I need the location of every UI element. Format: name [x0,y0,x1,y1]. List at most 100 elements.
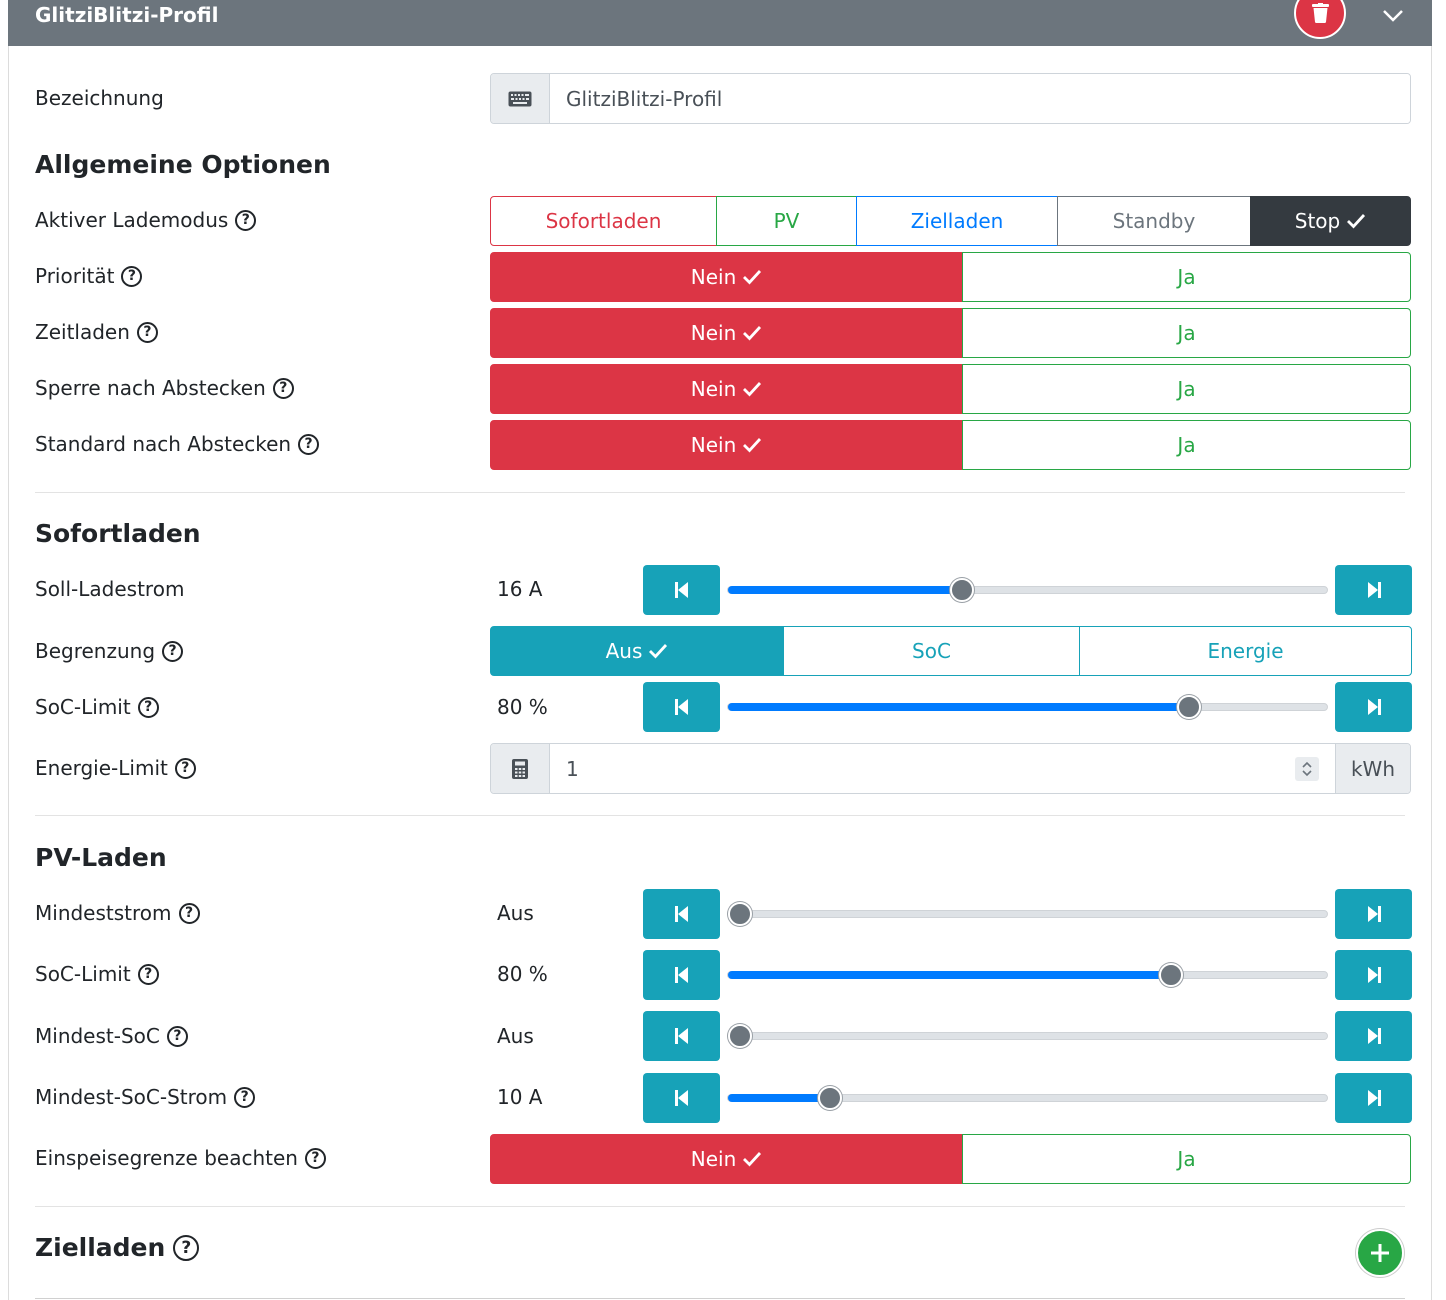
card-header[interactable]: GlitziBlitzi-Profil [8,0,1432,46]
sperre-nein-button[interactable]: Nein [490,364,963,414]
help-icon[interactable]: ? [235,209,257,231]
soc-limit-value: 80 % [497,695,548,719]
decrease-button[interactable] [643,565,720,615]
step-backward-icon [674,906,688,922]
bezeichnung-input[interactable]: GlitziBlitzi-Profil [550,74,1410,123]
mindest-soc-strom-label: Mindest-SoC-Strom? [35,1085,256,1109]
increase-button[interactable] [1335,682,1412,732]
einspeise-nein-button[interactable]: Nein [490,1134,963,1184]
begrenzung-label: Begrenzung? [35,639,184,663]
section-allgemeine-optionen: Allgemeine Optionen [35,150,331,179]
help-icon[interactable]: ? [304,1147,326,1169]
help-icon[interactable]: ? [162,640,184,662]
soc-limit-slider[interactable] [727,695,1328,719]
bezeichnung-label: Bezeichnung [35,86,164,110]
mindeststrom-slider[interactable] [727,902,1328,926]
sperre-label: Sperre nach Abstecken? [35,376,294,400]
begrenzung-energie-button[interactable]: Energie [1079,626,1412,676]
mode-standby-button[interactable]: Standby [1057,196,1251,246]
increase-button[interactable] [1335,889,1412,939]
mode-sofortladen-button[interactable]: Sofortladen [490,196,717,246]
zeitladen-ja-button[interactable]: Ja [962,308,1411,358]
standard-label: Standard nach Abstecken? [35,432,320,456]
soll-ladestrom-slider[interactable] [727,578,1328,602]
begrenzung-aus-button[interactable]: Aus [490,626,784,676]
zeitladen-nein-button[interactable]: Nein [490,308,963,358]
decrease-button[interactable] [643,950,720,1000]
help-icon[interactable]: ? [178,902,200,924]
slider-thumb[interactable] [817,1086,842,1110]
increase-button[interactable] [1335,950,1412,1000]
collapse-button[interactable] [1378,3,1408,29]
help-icon[interactable]: ? [234,1086,256,1108]
slider-thumb[interactable] [1159,963,1184,987]
number-spinner[interactable] [1295,756,1319,781]
lademodus-label-text: Aktiver Lademodus [35,208,229,232]
prioritaet-nein-button[interactable]: Nein [490,252,963,302]
standard-ja-button[interactable]: Ja [962,420,1411,470]
begrenzung-soc-button[interactable]: SoC [783,626,1080,676]
help-icon[interactable]: ? [173,1234,200,1261]
mode-zielladen-button[interactable]: Zielladen [856,196,1058,246]
divider [35,492,1405,493]
prioritaet-ja-button[interactable]: Ja [962,252,1411,302]
increase-button[interactable] [1335,1073,1412,1123]
begrenzung-label-text: Begrenzung [35,639,156,663]
mode-stop-button[interactable]: Stop [1250,196,1411,246]
section-pv-laden: PV-Laden [35,843,167,872]
mindest-soc-label-text: Mindest-SoC [35,1024,160,1048]
mindest-soc-strom-label-text: Mindest-SoC-Strom [35,1085,228,1109]
step-forward-icon [1367,699,1381,715]
sperre-toggle: Nein Ja [490,364,1411,414]
slider-thumb[interactable] [728,1024,752,1048]
pv-soc-limit-label-text: SoC-Limit [35,962,131,986]
help-icon[interactable]: ? [166,1025,188,1047]
mode-pv-button[interactable]: PV [716,196,857,246]
add-zielladen-button[interactable] [1356,1229,1404,1277]
check-icon [1347,214,1366,229]
divider [35,1206,1405,1207]
delete-profile-button[interactable] [1294,0,1346,39]
step-forward-icon [1367,967,1381,983]
help-icon[interactable]: ? [137,963,159,985]
help-icon[interactable]: ? [174,757,196,779]
slider-thumb[interactable] [728,902,752,926]
help-icon[interactable]: ? [136,321,158,343]
step-forward-icon [1367,582,1381,598]
decrease-button[interactable] [643,1073,720,1123]
zeitladen-label-text: Zeitladen [35,320,130,344]
slider-thumb[interactable] [1177,695,1202,719]
nein-label: Nein [690,377,737,401]
sperre-ja-button[interactable]: Ja [962,364,1411,414]
soll-ladestrom-value: 16 A [497,577,543,601]
standard-nein-button[interactable]: Nein [490,420,963,470]
slider-thumb[interactable] [949,578,974,602]
prioritaet-toggle: Nein Ja [490,252,1411,302]
mindest-soc-strom-slider[interactable] [727,1086,1328,1110]
pv-soc-limit-slider[interactable] [727,963,1328,987]
help-icon[interactable]: ? [121,265,143,287]
mindeststrom-value: Aus [497,901,534,925]
step-forward-icon [1367,1028,1381,1044]
mindest-soc-slider[interactable] [727,1024,1328,1048]
increase-button[interactable] [1335,1011,1412,1061]
mindest-soc-strom-value: 10 A [497,1085,543,1109]
increase-button[interactable] [1335,565,1412,615]
einspeise-label: Einspeisegrenze beachten? [35,1146,326,1170]
energie-limit-input-value: 1 [566,756,579,781]
section-sofortladen: Sofortladen [35,519,201,548]
sperre-label-text: Sperre nach Abstecken [35,376,266,400]
chevron-down-icon [1383,10,1403,22]
energie-limit-input[interactable]: 1 [550,744,1335,793]
decrease-button[interactable] [643,1011,720,1061]
soll-ladestrom-label: Soll-Ladestrom [35,577,184,601]
nein-label: Nein [690,433,737,457]
decrease-button[interactable] [643,889,720,939]
decrease-button[interactable] [643,682,720,732]
energie-limit-label: Energie-Limit? [35,756,196,780]
energie-limit-label-text: Energie-Limit [35,756,168,780]
help-icon[interactable]: ? [298,433,320,455]
help-icon[interactable]: ? [272,377,294,399]
help-icon[interactable]: ? [137,696,159,718]
einspeise-ja-button[interactable]: Ja [962,1134,1411,1184]
